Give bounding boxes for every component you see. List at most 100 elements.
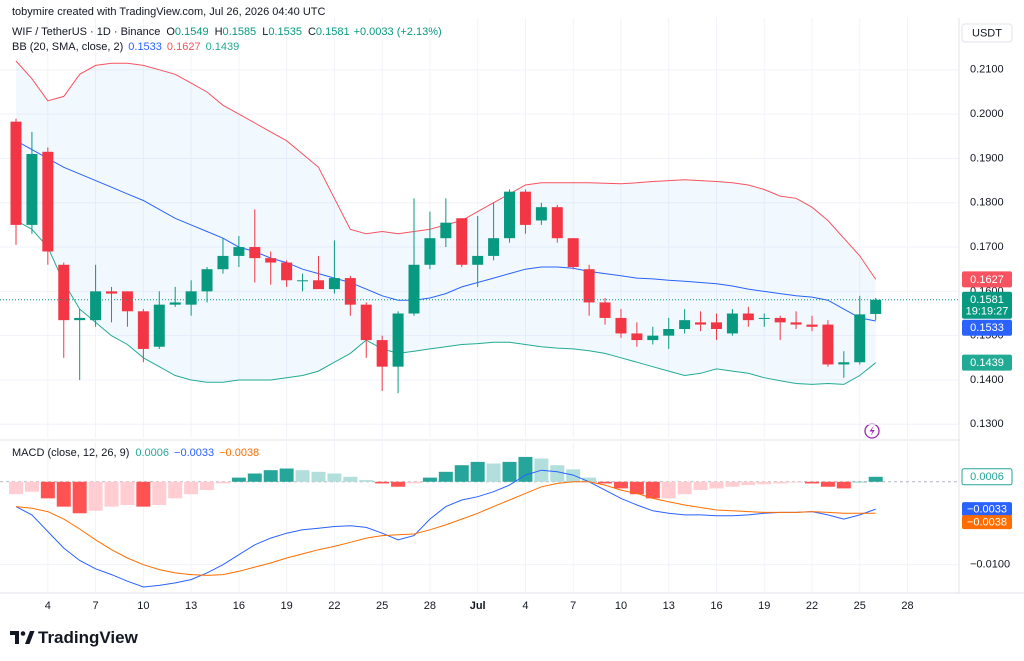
x-tick-label: 7 xyxy=(93,600,99,612)
histogram-bar xyxy=(629,481,644,495)
histogram-bar xyxy=(709,481,724,489)
candle-body xyxy=(360,304,372,341)
histogram-bar xyxy=(868,476,883,482)
x-tick-label: 28 xyxy=(424,600,436,612)
histogram-bar xyxy=(311,471,326,482)
candle-body xyxy=(440,222,452,239)
candle-body xyxy=(710,322,722,330)
macd-line xyxy=(15,469,876,588)
candle-body xyxy=(281,262,293,281)
candle-body xyxy=(312,280,324,290)
macd-box-label: 0.0006 xyxy=(970,471,1004,483)
price-box xyxy=(962,291,1012,319)
histogram-bar xyxy=(263,470,278,482)
histogram-bar xyxy=(836,481,851,489)
x-tick-label: 4 xyxy=(522,600,528,612)
symbol-title: WIF / TetherUS · 1D · Binance xyxy=(12,26,160,38)
histogram-bar xyxy=(231,477,246,482)
histogram-bar xyxy=(200,481,215,491)
candle-body xyxy=(328,278,340,290)
histogram-bar xyxy=(773,481,788,484)
histogram-bar xyxy=(9,481,23,495)
candle-body xyxy=(153,304,165,347)
y-tick-label: 0.1800 xyxy=(970,197,1004,209)
candle-body xyxy=(551,207,563,239)
ohlc-letter: C xyxy=(308,26,316,38)
legend: BB (20, SMA, close, 2) 0.1533 0.1627 0.1439 xyxy=(12,41,239,53)
histogram-bar xyxy=(40,481,55,499)
brand[interactable]: TradingView xyxy=(38,628,139,647)
alert-icon[interactable] xyxy=(864,423,880,439)
histogram-bar xyxy=(359,480,374,482)
candle-body xyxy=(344,278,356,305)
x-tick-label: 10 xyxy=(615,600,627,612)
ohlc-value: 0.1585 xyxy=(223,26,257,38)
candle-body xyxy=(758,317,770,319)
x-tick-label: 28 xyxy=(901,600,913,612)
candle-body xyxy=(106,291,118,294)
x-tick-label: 16 xyxy=(233,600,245,612)
price-box xyxy=(962,354,1012,371)
countdown: 19:19:27 xyxy=(966,306,1009,318)
candle-body xyxy=(535,207,547,221)
y-tick-label: −0.0100 xyxy=(970,559,1010,571)
indicator-value: 0.1439 xyxy=(206,41,240,53)
candle-body xyxy=(169,302,181,305)
histogram-bar xyxy=(757,481,772,485)
logo-slash[interactable] xyxy=(25,631,35,644)
histogram-bar xyxy=(407,481,421,484)
x-tick-label: 22 xyxy=(806,600,818,612)
candle-body xyxy=(695,322,707,325)
histogram-bar xyxy=(598,481,613,484)
histogram-bar xyxy=(343,476,358,482)
candle-body xyxy=(488,238,500,256)
logo[interactable]: TradingView xyxy=(10,628,139,647)
histogram-bar xyxy=(247,473,262,482)
macd-line xyxy=(15,481,876,576)
histogram-bar xyxy=(136,481,151,507)
y-tick-label: 0.1700 xyxy=(970,241,1004,253)
candle-body xyxy=(726,313,738,334)
candle-body xyxy=(647,335,659,341)
currency-box[interactable] xyxy=(961,23,1013,43)
histogram-bar xyxy=(375,481,390,484)
candle-body xyxy=(297,280,309,282)
indicator-value: 0.1627 xyxy=(167,41,201,53)
x-tick-label: 25 xyxy=(854,600,866,612)
logo-dot[interactable] xyxy=(20,631,26,636)
x-tick-label: 16 xyxy=(710,600,722,612)
indicator-name: BB (20, SMA, close, 2) xyxy=(12,41,123,53)
candle-body xyxy=(679,320,691,330)
x-tick-label: 13 xyxy=(663,600,675,612)
bb-line xyxy=(15,220,877,385)
candle-body xyxy=(42,151,54,252)
candle-body xyxy=(121,291,133,312)
candle-body xyxy=(472,255,484,265)
candle-body xyxy=(663,329,675,336)
logo-mark[interactable] xyxy=(10,631,19,644)
candle-body xyxy=(631,333,643,341)
alert-bolt[interactable] xyxy=(869,426,875,436)
candle-body xyxy=(217,255,229,270)
histogram-bar xyxy=(104,481,119,507)
currency[interactable]: USDT xyxy=(972,27,1002,39)
candle-body xyxy=(233,247,245,256)
ohlc-letter: L xyxy=(262,26,268,38)
candle-body xyxy=(58,264,70,321)
price-box-label: 0.1627 xyxy=(970,274,1004,286)
macd-box xyxy=(962,515,1012,530)
x-tick-label: 4 xyxy=(45,600,51,612)
candle-body xyxy=(74,317,86,321)
histogram-bar xyxy=(645,481,660,499)
y-tick-label: 0.1300 xyxy=(970,418,1004,430)
macd-box-label: −0.0038 xyxy=(967,517,1007,529)
macd-box xyxy=(961,468,1013,486)
y-tick-label: 0.2100 xyxy=(970,64,1004,76)
price-box xyxy=(962,319,1012,336)
histogram-bar xyxy=(741,481,756,486)
macd-box-label: −0.0033 xyxy=(967,504,1007,516)
candle-body xyxy=(392,313,404,367)
histogram-bar xyxy=(789,481,804,483)
